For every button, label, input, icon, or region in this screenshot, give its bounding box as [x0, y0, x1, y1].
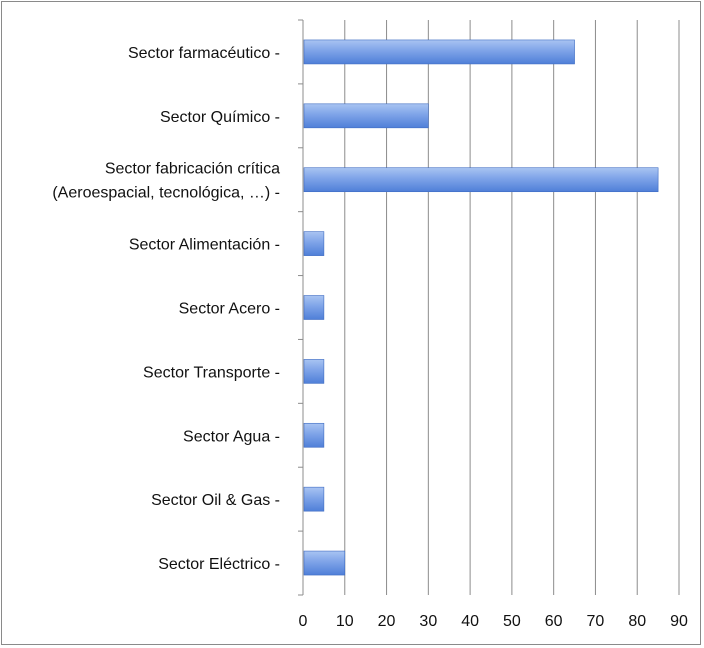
category-label: Sector Transporte - — [143, 364, 280, 381]
bar — [303, 486, 325, 512]
bar — [303, 231, 325, 256]
category-label: Sector Alimentación - — [129, 237, 280, 254]
x-tick-label: 90 — [670, 613, 688, 630]
x-tick-label: 50 — [503, 613, 521, 630]
bar — [303, 39, 575, 65]
x-tick-label: 60 — [545, 613, 563, 630]
x-tick-label: 0 — [299, 613, 308, 630]
category-label: Sector Químico - — [160, 109, 280, 126]
category-label: Sector Oil & Gas - — [151, 492, 280, 509]
category-labels: Sector farmacéutico - Sector Químico - Sec… — [52, 45, 280, 573]
bar — [303, 422, 325, 448]
category-label: Sector fabricación crítica — [105, 161, 280, 178]
category-label: (Aeroespacial, tecnológica, …) - — [52, 185, 280, 202]
bar — [303, 103, 429, 129]
category-label: Sector farmacéutico - — [128, 45, 280, 62]
bar — [303, 295, 325, 320]
x-tick-label: 70 — [587, 613, 605, 630]
x-tick-label: 20 — [378, 613, 396, 630]
x-tick-label: 30 — [419, 613, 437, 630]
bar — [303, 550, 346, 576]
bar — [303, 359, 325, 384]
bars — [303, 39, 659, 576]
x-tick-label: 80 — [628, 613, 646, 630]
x-tick-label: 10 — [336, 613, 354, 630]
category-label: Sector Eléctrico - — [158, 556, 280, 573]
bar — [303, 167, 659, 193]
x-tick-label: 40 — [461, 613, 479, 630]
category-label: Sector Agua - — [183, 428, 280, 445]
category-label: Sector Acero - — [179, 301, 280, 318]
x-axis-ticks: 0 10 20 30 40 50 60 70 80 90 — [299, 613, 688, 630]
